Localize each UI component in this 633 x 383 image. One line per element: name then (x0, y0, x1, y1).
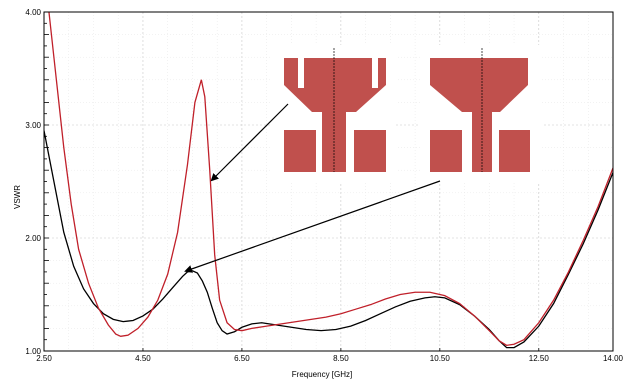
x-tick-label: 12.50 (529, 354, 550, 363)
y-tick-label: 2.00 (25, 234, 41, 243)
series-group (44, 12, 613, 349)
x-tick-label: 6.50 (234, 354, 250, 363)
y-tick-label: 1.00 (25, 347, 41, 356)
antenna-1-patch (284, 58, 386, 172)
x-tick-labels: 2.50 4.50 6.50 8.50 10.50 12.50 14.00 (36, 348, 624, 363)
x-tick-label: 14.00 (603, 354, 624, 363)
y-tick-label: 3.00 (25, 121, 41, 130)
y-tick-label: 4.00 (25, 8, 41, 17)
x-tick-label: 2.50 (36, 354, 52, 363)
antenna-2-ground-right (499, 130, 530, 172)
antenna-1-ground-right (354, 130, 386, 172)
antenna-2-ground-left (430, 130, 462, 172)
x-tick-label: 10.50 (430, 354, 451, 363)
series-line-2 (48, 12, 613, 347)
y-tick-labels: 1.00 2.00 3.00 4.00 (25, 8, 49, 356)
y-axis-title: VSWR (13, 185, 22, 209)
x-axis-title: Frequency [GHz] (292, 370, 352, 379)
x-tick-label: 4.50 (135, 354, 151, 363)
antenna-2-patch (430, 58, 528, 172)
antenna-inset-1 (270, 45, 396, 182)
arrow-to-black-bump (184, 180, 441, 273)
x-tick-label: 8.50 (333, 354, 349, 363)
antenna-inset-2 (420, 45, 542, 182)
antenna-1-ground-left (284, 130, 316, 172)
arrow-to-red-peak (210, 103, 289, 182)
